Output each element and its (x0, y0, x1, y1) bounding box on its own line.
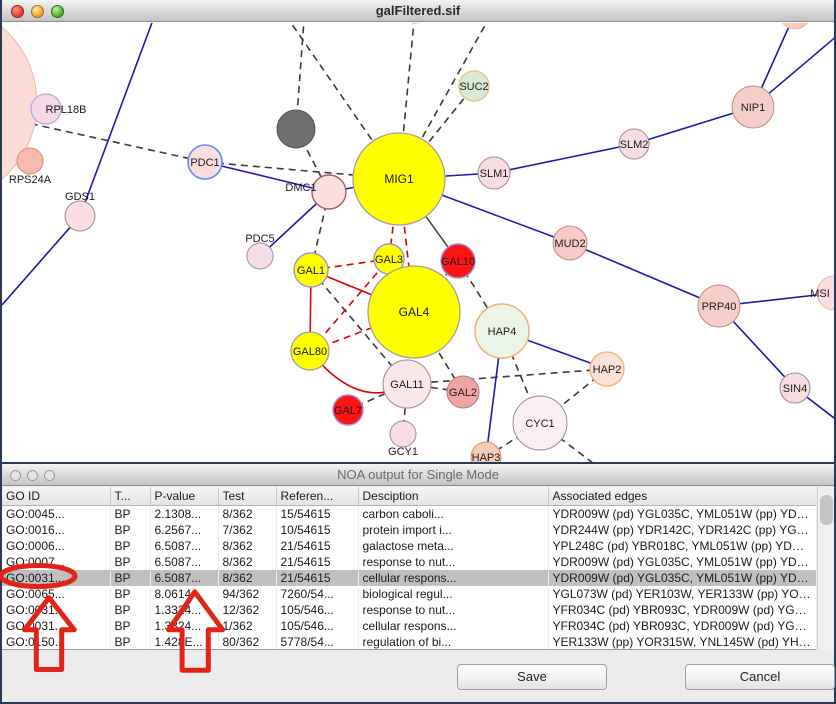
svg-text:RPL18B: RPL18B (46, 104, 87, 116)
svg-text:GAL3: GAL3 (375, 254, 403, 266)
svg-text:SUC2: SUC2 (459, 81, 488, 93)
svg-text:CYC1: CYC1 (525, 418, 554, 430)
svg-text:PRP40: PRP40 (702, 301, 737, 313)
svg-text:GAL4: GAL4 (399, 305, 430, 319)
svg-text:SIN4: SIN4 (783, 383, 807, 395)
svg-text:PDC5: PDC5 (245, 233, 274, 245)
svg-text:DMC1: DMC1 (285, 182, 316, 194)
svg-text:MUD2: MUD2 (554, 238, 585, 250)
svg-text:HAP4: HAP4 (488, 326, 517, 338)
svg-text:GAL80: GAL80 (293, 346, 327, 358)
svg-text:GAL2: GAL2 (449, 387, 477, 399)
svg-text:GDS1: GDS1 (65, 191, 95, 203)
svg-text:SLM2: SLM2 (620, 139, 649, 151)
svg-text:GAL11: GAL11 (390, 379, 423, 391)
svg-text:NIP1: NIP1 (741, 102, 765, 114)
svg-text:GCY1: GCY1 (388, 446, 418, 458)
svg-text:MIG1: MIG1 (384, 172, 414, 186)
svg-text:SLM1: SLM1 (480, 168, 509, 180)
svg-text:HAP2: HAP2 (593, 364, 622, 376)
svg-text:GAL1: GAL1 (297, 265, 325, 277)
svg-text:PDC1: PDC1 (190, 157, 219, 169)
svg-text:HAP3: HAP3 (472, 452, 501, 462)
svg-text:GAL7: GAL7 (334, 405, 362, 417)
svg-text:GAL10: GAL10 (441, 256, 475, 268)
svg-text:RPS24A: RPS24A (9, 174, 52, 186)
svg-text:MSI: MSI (810, 288, 830, 300)
